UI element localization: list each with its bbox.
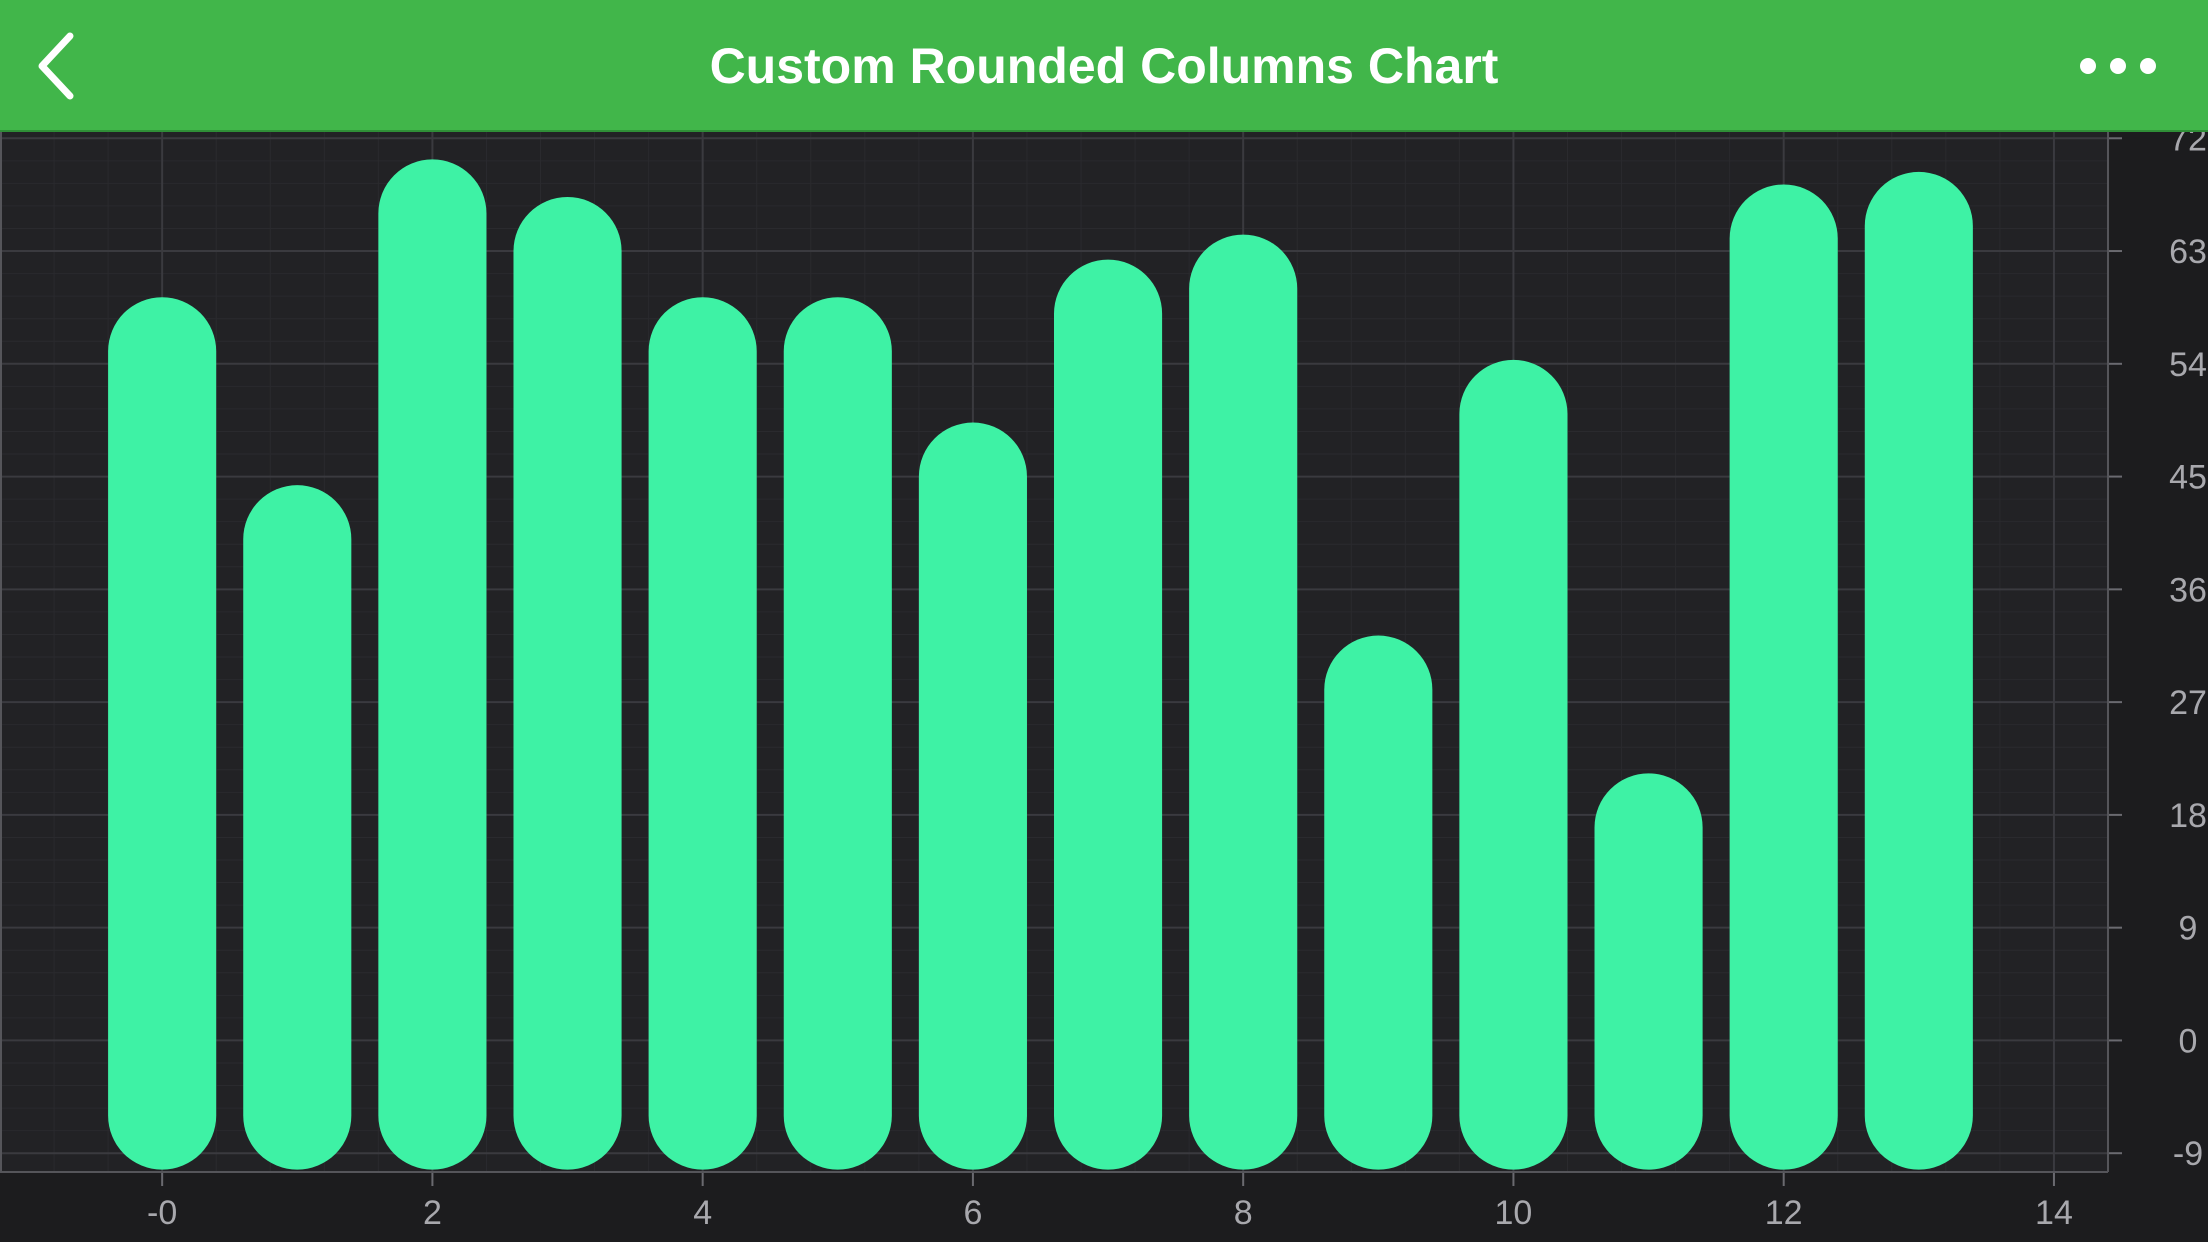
column-bar[interactable] bbox=[108, 297, 217, 1170]
y-tick-label: 0 bbox=[2179, 1022, 2198, 1060]
column-bar[interactable] bbox=[1594, 773, 1703, 1170]
column-bar[interactable] bbox=[1459, 359, 1568, 1170]
column-bar[interactable] bbox=[783, 297, 892, 1170]
x-tick-label: 6 bbox=[963, 1194, 982, 1232]
y-tick-label: -9 bbox=[2173, 1135, 2203, 1173]
column-bar[interactable] bbox=[918, 422, 1027, 1170]
y-axis-band bbox=[2108, 132, 2208, 1242]
column-bar[interactable] bbox=[513, 196, 622, 1170]
back-button[interactable] bbox=[20, 24, 110, 108]
chevron-left-icon bbox=[38, 32, 74, 100]
page-title: Custom Rounded Columns Chart bbox=[709, 38, 1499, 94]
y-tick-label: 54 bbox=[2169, 346, 2207, 384]
more-horizontal-icon bbox=[2080, 58, 2156, 74]
y-tick-label: 18 bbox=[2169, 797, 2207, 835]
x-tick-label: 14 bbox=[2035, 1194, 2073, 1232]
x-axis-band bbox=[0, 1172, 2208, 1242]
x-tick-label: 8 bbox=[1234, 1194, 1253, 1232]
more-options-button[interactable] bbox=[2068, 34, 2168, 98]
y-tick-label: 9 bbox=[2179, 910, 2198, 948]
y-tick-label: 72 bbox=[2169, 132, 2207, 158]
column-bar[interactable] bbox=[1324, 635, 1433, 1170]
x-tick-label: 4 bbox=[693, 1194, 712, 1232]
y-tick-label: 45 bbox=[2169, 459, 2207, 497]
column-bar[interactable] bbox=[243, 485, 352, 1170]
column-bar[interactable] bbox=[648, 297, 757, 1170]
column-bar[interactable] bbox=[1729, 184, 1838, 1170]
x-tick-label: 2 bbox=[423, 1194, 442, 1232]
y-tick-label: 36 bbox=[2169, 571, 2207, 609]
x-tick-label: 12 bbox=[1765, 1194, 1803, 1232]
column-bar[interactable] bbox=[1189, 234, 1298, 1170]
rounded-columns-chart[interactable]: -9 0 9 18 27 36 45 54 63 72 -0 2 4 6 8 10 12 14 bbox=[0, 132, 2208, 1242]
column-bar[interactable] bbox=[1864, 171, 1973, 1170]
chart-area: -9 0 9 18 27 36 45 54 63 72 -0 2 4 6 8 10 12 14 bbox=[0, 132, 2208, 1242]
navigation-bar: Custom Rounded Columns Chart bbox=[0, 0, 2208, 132]
x-tick-label: -0 bbox=[147, 1194, 177, 1232]
column-bar[interactable] bbox=[378, 159, 487, 1170]
y-tick-label: 27 bbox=[2169, 684, 2207, 722]
column-bar[interactable] bbox=[1054, 259, 1163, 1170]
y-tick-label: 63 bbox=[2169, 233, 2207, 271]
x-tick-label: 10 bbox=[1495, 1194, 1533, 1232]
